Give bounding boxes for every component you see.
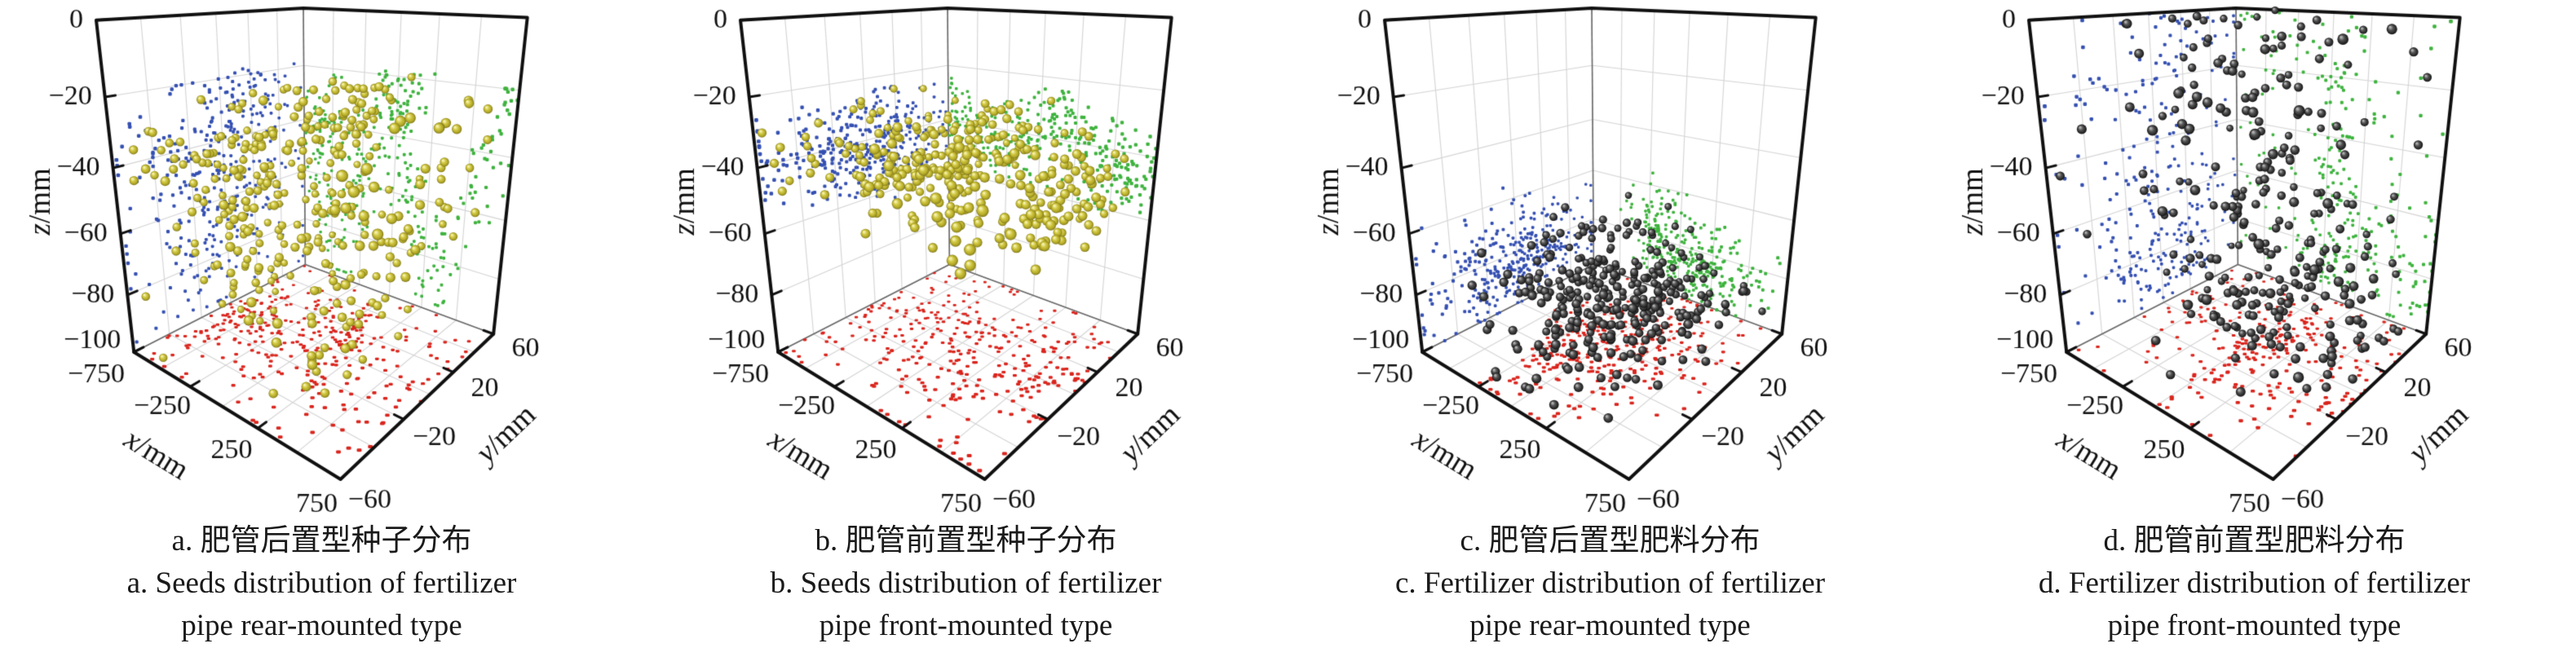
plot-a-canvas (0, 0, 643, 518)
caption-c-en-line1: c. Fertilizer distribution of fertilizer (1394, 566, 1826, 600)
caption-d: d. 肥管前置型肥料分布 d. Fertilizer distribution … (2039, 520, 2470, 647)
plot-d-canvas (1933, 0, 2576, 518)
caption-c: c. 肥管后置型肥料分布 c. Fertilizer distribution … (1395, 520, 1825, 647)
panel-c: c. 肥管后置型肥料分布 c. Fertilizer distribution … (1288, 0, 1932, 648)
caption-b-en-line1: b. Seeds distribution of fertilizer (770, 566, 1162, 600)
caption-b-en-line2: pipe front-mounted type (819, 609, 1113, 642)
caption-d-en-line1: d. Fertilizer distribution of fertilizer (2038, 566, 2471, 600)
caption-a-en-line1: a. Seeds distribution of fertilizer (126, 566, 517, 600)
caption-d-en-line2: pipe front-mounted type (2107, 609, 2401, 642)
plot-c-canvas (1288, 0, 1932, 518)
plot-b-canvas (644, 0, 1288, 518)
caption-b: b. 肥管前置型种子分布 b. Seeds distribution of fe… (771, 520, 1162, 647)
panel-a: a. 肥管后置型种子分布 a. Seeds distribution of fe… (0, 0, 643, 648)
panel-b: b. 肥管前置型种子分布 b. Seeds distribution of fe… (644, 0, 1288, 648)
caption-d-zh: d. 肥管前置型肥料分布 (2103, 524, 2406, 558)
caption-b-zh: b. 肥管前置型种子分布 (815, 524, 1117, 558)
caption-c-zh: c. 肥管后置型肥料分布 (1460, 524, 1761, 558)
caption-a-zh: a. 肥管后置型种子分布 (171, 524, 472, 558)
panel-d: d. 肥管前置型肥料分布 d. Fertilizer distribution … (1933, 0, 2576, 648)
caption-c-en-line2: pipe rear-mounted type (1469, 609, 1751, 642)
caption-a-en-line2: pipe rear-mounted type (181, 609, 462, 642)
caption-a: a. 肥管后置型种子分布 a. Seeds distribution of fe… (127, 520, 517, 647)
